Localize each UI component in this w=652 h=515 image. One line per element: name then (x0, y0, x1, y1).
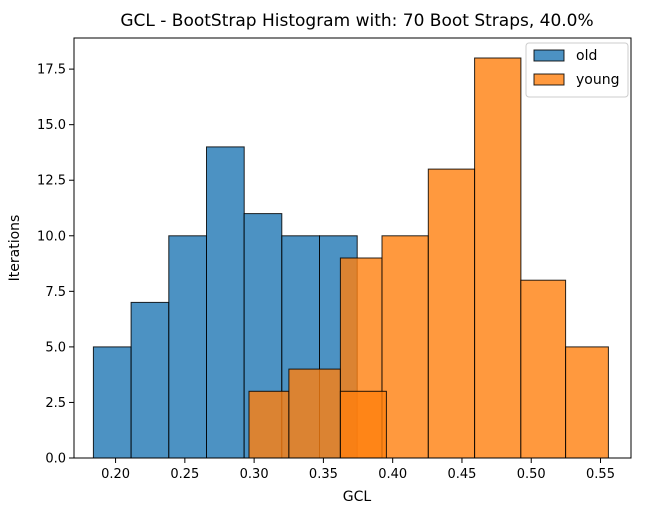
y-tick-label: 12.5 (37, 174, 66, 189)
x-tick-label: 0.40 (378, 467, 407, 482)
histogram-bar (474, 57, 522, 459)
histogram-bar (381, 235, 429, 459)
x-tick-label: 0.55 (586, 467, 615, 482)
y-tick-label: 17.5 (37, 63, 66, 78)
legend-label: old (576, 48, 597, 64)
histogram-bar (206, 146, 245, 459)
y-axis: 0.0 2.5 5.0 7.5 10.0 12.5 15.0 17.5 (37, 63, 74, 467)
chart-title: GCL - BootStrap Histogram with: 70 Boot … (120, 11, 593, 31)
histogram-bar (339, 390, 387, 459)
x-axis-label: GCL (343, 489, 372, 505)
plot-frame (73, 37, 632, 459)
x-tick-label: 0.35 (309, 467, 338, 482)
histogram-bar (130, 301, 170, 459)
histogram-bar (427, 168, 476, 459)
y-tick-label: 5.0 (45, 340, 66, 355)
y-tick-label: 10.0 (37, 229, 66, 244)
y-tick-label: 15.0 (37, 118, 66, 133)
histogram-bar (288, 368, 341, 459)
legend: old young (525, 42, 629, 98)
x-tick-label: 0.30 (240, 467, 269, 482)
legend-label: young (576, 72, 619, 88)
x-tick-label: 0.45 (447, 467, 476, 482)
legend-swatch (533, 73, 565, 86)
x-axis: 0.20 0.25 0.30 0.35 0.40 0.45 0.50 0.55 (101, 458, 615, 482)
histogram-bar (565, 346, 609, 459)
histogram-bar (248, 390, 290, 459)
y-tick-label: 2.5 (45, 396, 66, 411)
legend-swatch (533, 49, 565, 62)
y-tick-label: 7.5 (45, 285, 66, 300)
y-axis-label: Iterations (7, 215, 23, 282)
histogram-bar (92, 346, 132, 459)
x-tick-label: 0.20 (101, 467, 130, 482)
x-tick-label: 0.25 (170, 467, 199, 482)
histogram-bar (520, 279, 567, 459)
bars-layer (92, 57, 609, 459)
y-tick-label: 0.0 (45, 452, 66, 467)
x-tick-label: 0.50 (517, 467, 546, 482)
histogram-bar (168, 235, 208, 459)
